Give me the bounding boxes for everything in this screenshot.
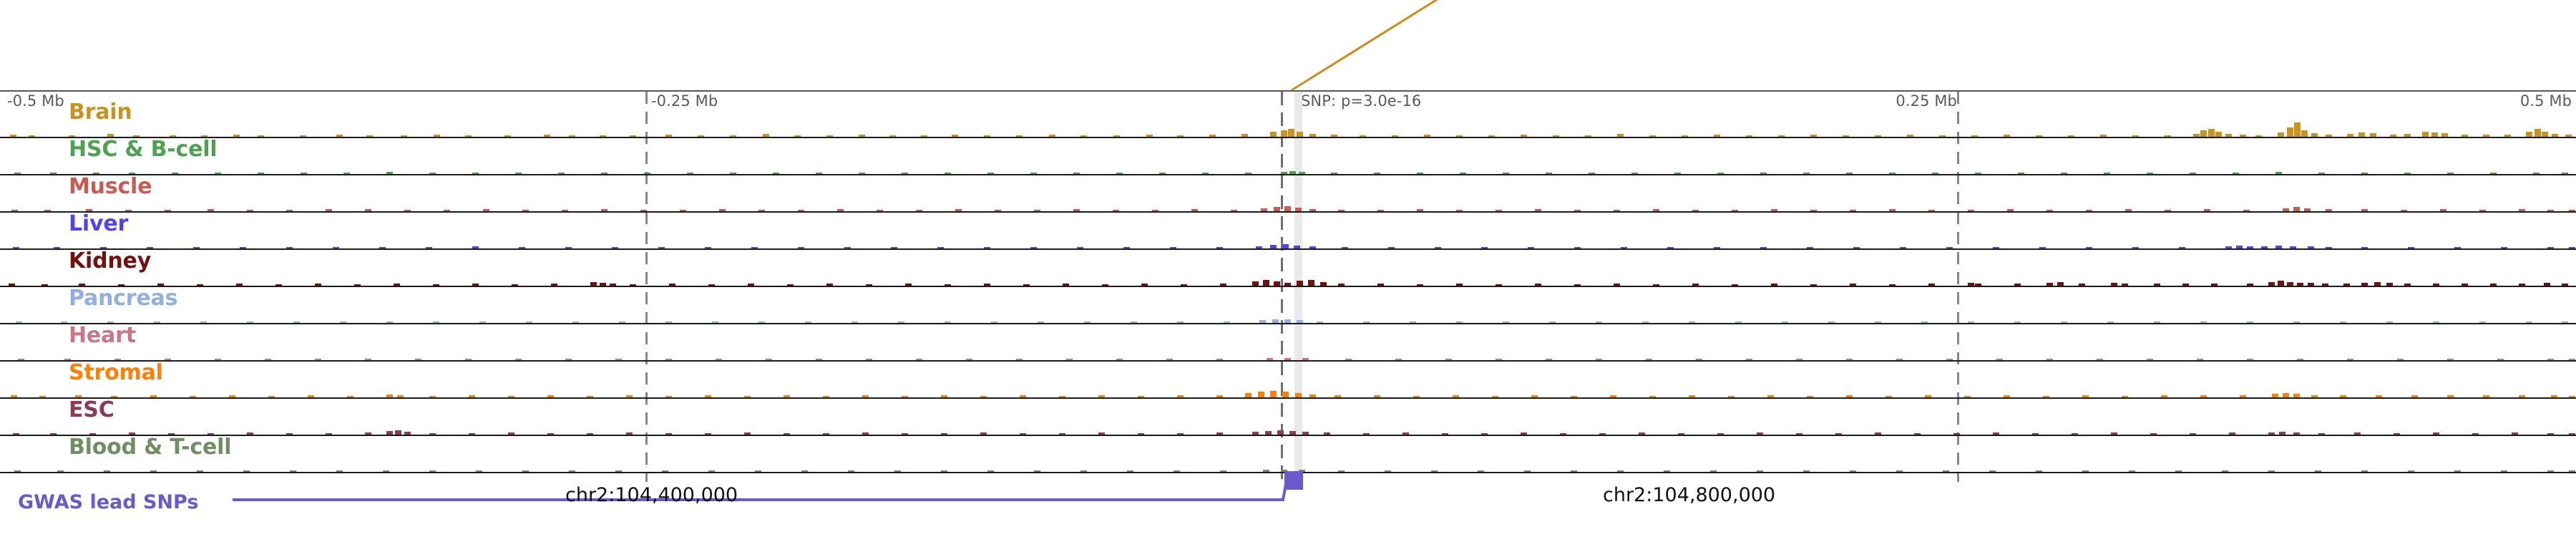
track-label-heart: Heart	[69, 323, 136, 348]
coordinate-label-1: chr2:104,800,000	[1603, 484, 1776, 506]
ruler-label-0: -0.5 Mb	[7, 92, 64, 110]
track-baseline	[0, 360, 2576, 362]
track-signal-histogram	[0, 402, 2576, 435]
gwas-connector-and-marker[interactable]	[0, 471, 2576, 537]
track-label-pancreas: Pancreas	[69, 286, 178, 311]
track-signal-histogram	[0, 104, 2576, 137]
track-signal-histogram	[0, 327, 2576, 360]
track-signal-histogram	[0, 290, 2576, 323]
track-row[interactable]: Blood & T-cell	[0, 435, 2576, 473]
track-baseline	[0, 323, 2576, 324]
track-baseline	[0, 137, 2576, 138]
track-label-liver: Liver	[69, 211, 129, 236]
track-label-brain: Brain	[69, 100, 132, 125]
track-row[interactable]: HSC & B-cell	[0, 137, 2576, 175]
track-baseline	[0, 286, 2576, 287]
tissue-track-stack: Brain HSC & B-cell Muscle Liver Kidney Pancre…	[0, 100, 2576, 473]
track-signal-histogram	[0, 216, 2576, 248]
track-label-stromal: Stromal	[69, 360, 163, 385]
track-baseline	[0, 211, 2576, 213]
track-signal-histogram	[0, 364, 2576, 397]
track-signal-histogram	[0, 178, 2576, 211]
top-connector-area	[0, 0, 2576, 92]
gwas-lead-snp-lane: GWAS lead SNPs chr2:104,400,000 chr2:104,…	[0, 471, 2576, 537]
track-signal-histogram	[0, 141, 2576, 174]
snp-pvalue-label: SNP: p=3.0e-16	[1301, 92, 1422, 110]
track-baseline	[0, 397, 2576, 399]
lead-snp-connector-line	[1291, 0, 1439, 92]
track-baseline	[0, 174, 2576, 175]
track-baseline	[0, 248, 2576, 250]
track-row[interactable]: Stromal	[0, 360, 2576, 399]
gwas-lead-snps-label: GWAS lead SNPs	[18, 491, 199, 513]
coordinate-label-0: chr2:104,400,000	[565, 484, 738, 506]
genomic-ruler-axis	[0, 90, 2576, 92]
ruler-label-4: 0.5 Mb	[2519, 92, 2572, 110]
track-label-blood-t-cell: Blood & T-cell	[69, 435, 232, 460]
track-signal-histogram	[0, 439, 2576, 472]
track-row[interactable]: Kidney	[0, 248, 2576, 287]
track-row[interactable]: Muscle	[0, 174, 2576, 213]
track-row[interactable]: Pancreas	[0, 286, 2576, 324]
track-row[interactable]: Heart	[0, 323, 2576, 362]
track-baseline	[0, 435, 2576, 436]
track-row[interactable]: ESC	[0, 397, 2576, 436]
track-label-kidney: Kidney	[69, 248, 152, 274]
ruler-label-3: 0.25 Mb	[1896, 92, 1957, 110]
track-row[interactable]: Brain	[0, 100, 2576, 138]
track-label-muscle: Muscle	[69, 174, 152, 199]
ruler-label-1: -0.25 Mb	[651, 92, 718, 110]
track-label-hsc-b-cell: HSC & B-cell	[69, 137, 218, 162]
track-label-esc: ESC	[69, 397, 114, 422]
track-row[interactable]: Liver	[0, 211, 2576, 250]
track-signal-histogram	[0, 253, 2576, 286]
